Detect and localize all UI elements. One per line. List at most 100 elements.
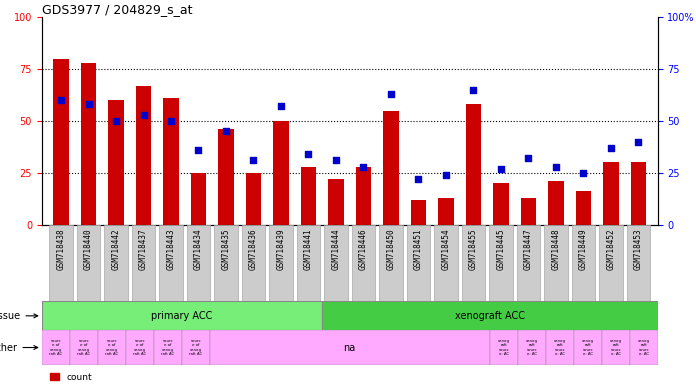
Text: GSM718442: GSM718442 xyxy=(111,228,120,270)
Bar xyxy=(77,225,100,301)
Point xyxy=(496,166,507,172)
Point xyxy=(193,147,204,153)
Point xyxy=(578,170,589,176)
Bar xyxy=(351,225,375,301)
Bar xyxy=(42,330,70,365)
Bar xyxy=(49,225,72,301)
Point xyxy=(441,172,452,178)
Text: GSM718434: GSM718434 xyxy=(194,228,203,270)
Bar xyxy=(104,225,127,301)
Text: GSM718439: GSM718439 xyxy=(276,228,285,270)
Bar xyxy=(219,129,234,225)
Bar xyxy=(109,100,124,225)
Point xyxy=(248,157,259,164)
Bar xyxy=(301,167,316,225)
Text: GSM718440: GSM718440 xyxy=(84,228,93,270)
Point xyxy=(166,118,177,124)
Point xyxy=(633,139,644,145)
Bar xyxy=(274,121,289,225)
Text: GSM718447: GSM718447 xyxy=(524,228,533,270)
Point xyxy=(111,118,122,124)
Point xyxy=(523,155,534,161)
Bar xyxy=(461,225,485,301)
Bar xyxy=(493,183,509,225)
Bar xyxy=(324,225,348,301)
Text: xenog
raft
sourc
e: AC: xenog raft sourc e: AC xyxy=(554,339,566,356)
Point xyxy=(56,97,67,103)
Bar xyxy=(54,59,69,225)
Text: primary ACC: primary ACC xyxy=(151,311,212,321)
Text: GDS3977 / 204829_s_at: GDS3977 / 204829_s_at xyxy=(42,3,192,16)
Text: GSM718446: GSM718446 xyxy=(359,228,368,270)
Text: na: na xyxy=(344,343,356,353)
Bar xyxy=(214,225,238,301)
Bar xyxy=(599,225,623,301)
Text: GSM718438: GSM718438 xyxy=(56,228,65,270)
Text: GSM718445: GSM718445 xyxy=(496,228,505,270)
Bar xyxy=(97,330,126,365)
Text: GSM718437: GSM718437 xyxy=(139,228,148,270)
Text: GSM718450: GSM718450 xyxy=(386,228,395,270)
Bar xyxy=(187,225,210,301)
Bar xyxy=(383,111,399,225)
Text: xenog
raft
sourc
e: AC: xenog raft sourc e: AC xyxy=(525,339,538,356)
Bar xyxy=(269,225,293,301)
Point xyxy=(331,157,342,164)
Text: sourc
e of
xenog
raft AC: sourc e of xenog raft AC xyxy=(49,339,63,356)
Point xyxy=(606,145,617,151)
Text: GSM718441: GSM718441 xyxy=(304,228,313,270)
Text: xenog
raft
sourc
e: AC: xenog raft sourc e: AC xyxy=(582,339,594,356)
Bar xyxy=(466,104,481,225)
Bar xyxy=(246,173,261,225)
Bar xyxy=(329,179,344,225)
Bar xyxy=(544,225,568,301)
Text: GSM718451: GSM718451 xyxy=(414,228,423,270)
Text: GSM718435: GSM718435 xyxy=(221,228,230,270)
Bar xyxy=(518,330,546,365)
Text: sourc
e of
xenog
raft AC: sourc e of xenog raft AC xyxy=(133,339,146,356)
Bar xyxy=(517,225,540,301)
Bar xyxy=(154,330,182,365)
Bar xyxy=(182,330,209,365)
Bar xyxy=(379,225,403,301)
Bar xyxy=(521,198,536,225)
Text: xenog
raft
sourc
e: AC: xenog raft sourc e: AC xyxy=(498,339,509,356)
Bar xyxy=(356,167,371,225)
Point xyxy=(221,128,232,134)
Point xyxy=(83,101,94,108)
Point xyxy=(138,112,149,118)
Bar xyxy=(242,225,265,301)
Bar xyxy=(411,200,426,225)
Bar xyxy=(576,192,591,225)
Bar xyxy=(209,330,490,365)
Bar xyxy=(406,225,430,301)
Bar xyxy=(42,301,322,330)
Text: sourc
e of
xenog
raft AC: sourc e of xenog raft AC xyxy=(105,339,118,356)
Text: GSM718443: GSM718443 xyxy=(166,228,175,270)
Text: GSM718436: GSM718436 xyxy=(249,228,258,270)
Bar xyxy=(126,330,154,365)
Bar xyxy=(603,162,619,225)
Point xyxy=(551,164,562,170)
Text: GSM718454: GSM718454 xyxy=(441,228,450,270)
Point xyxy=(358,164,369,170)
Bar xyxy=(630,330,658,365)
Legend: count, percentile rank within the sample: count, percentile rank within the sample xyxy=(46,369,223,384)
Point xyxy=(276,103,287,109)
Text: other: other xyxy=(0,343,38,353)
Text: sourc
e of
xenog
raft AC: sourc e of xenog raft AC xyxy=(77,339,90,356)
Text: GSM718452: GSM718452 xyxy=(606,228,615,270)
Bar xyxy=(159,225,182,301)
Bar xyxy=(490,330,518,365)
Bar xyxy=(548,181,564,225)
Bar xyxy=(546,330,574,365)
Bar xyxy=(164,98,179,225)
Text: GSM718455: GSM718455 xyxy=(469,228,478,270)
Text: GSM718449: GSM718449 xyxy=(579,228,588,270)
Bar xyxy=(434,225,458,301)
Text: sourc
e of
xenog
raft AC: sourc e of xenog raft AC xyxy=(161,339,175,356)
Bar xyxy=(322,301,658,330)
Bar xyxy=(438,198,454,225)
Text: xenog
raft
sourc
e: AC: xenog raft sourc e: AC xyxy=(610,339,622,356)
Text: GSM718453: GSM718453 xyxy=(634,228,643,270)
